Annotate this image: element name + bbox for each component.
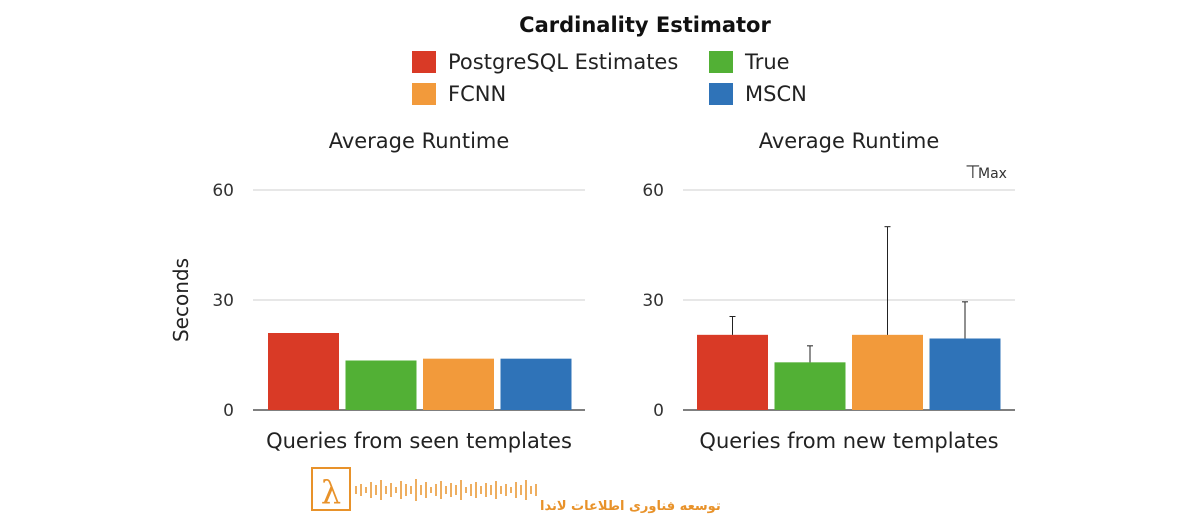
watermark-logo: λ توسعه فناوری اطلاعات لاندا [311,467,721,514]
legend-label-mscn: MSCN [745,82,807,106]
y-tick-label: 60 [642,181,664,201]
panel-1-title: Average Runtime [329,129,510,153]
y-axis-label: Seconds [169,258,193,342]
legend: PostgreSQL Estimates True FCNN MSCN [412,50,807,106]
bar-true [345,360,417,410]
legend-swatch-mscn [709,83,733,105]
bar-mscn [929,338,1001,410]
error-bar-note: ⊤ Max [965,162,1007,183]
watermark-text: توسعه فناوری اطلاعات لاندا [540,499,721,514]
panel-2-title: Average Runtime [759,129,940,153]
legend-label-postgresql: PostgreSQL Estimates [448,50,678,74]
panel-2-x-label: Queries from new templates [699,429,998,453]
y-tick-label: 30 [642,291,664,311]
error-bar-symbol: ⊤ [965,162,981,183]
bar-mscn [500,358,572,410]
bar-fcnn [423,358,494,410]
bar-true [774,362,846,410]
y-tick-label: 30 [212,291,234,311]
panel-2: 0 30 60 [642,181,1015,421]
y-tick-label: 0 [653,401,664,421]
legend-label-fcnn: FCNN [448,82,506,106]
legend-swatch-fcnn [412,83,436,105]
bar-postgresql-estimates [268,333,339,410]
chart-title: Cardinality Estimator [519,13,771,37]
bar-postgresql-estimates [697,334,768,410]
logo-lambda-icon: λ [321,473,341,511]
y-tick-label: 0 [223,401,234,421]
panel-1-x-label: Queries from seen templates [266,429,572,453]
plot-area: 0 30 60 0 30 60 [212,181,1015,421]
error-bar-note-label: Max [978,166,1007,182]
logo-waveform-icon [355,479,537,501]
legend-swatch-true [709,51,733,73]
legend-swatch-postgresql [412,51,436,73]
y-tick-label: 60 [212,181,234,201]
logo-frame [311,467,351,511]
panel-1: 0 30 60 [212,181,585,421]
legend-label-true: True [744,50,790,74]
bar-fcnn [852,334,923,410]
